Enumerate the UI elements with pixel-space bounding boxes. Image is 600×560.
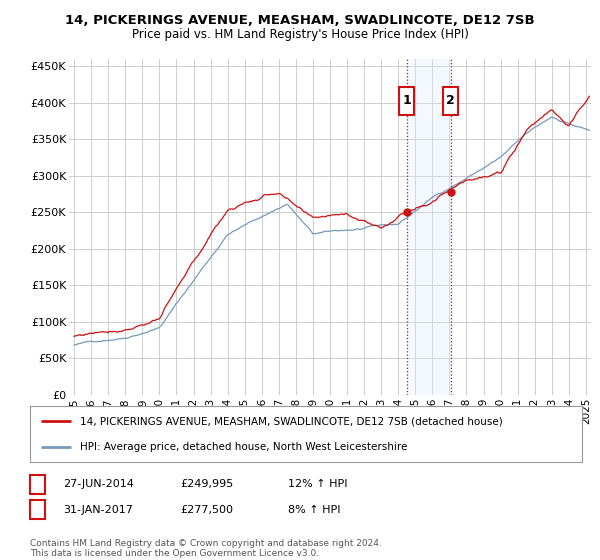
Text: Price paid vs. HM Land Registry's House Price Index (HPI): Price paid vs. HM Land Registry's House …: [131, 28, 469, 41]
Text: HPI: Average price, detached house, North West Leicestershire: HPI: Average price, detached house, Nort…: [80, 442, 407, 452]
FancyBboxPatch shape: [400, 87, 414, 115]
Text: Contains HM Land Registry data © Crown copyright and database right 2024.
This d: Contains HM Land Registry data © Crown c…: [30, 539, 382, 558]
Text: 2: 2: [34, 505, 41, 515]
Text: 14, PICKERINGS AVENUE, MEASHAM, SWADLINCOTE, DE12 7SB (detached house): 14, PICKERINGS AVENUE, MEASHAM, SWADLINC…: [80, 416, 502, 426]
Text: 31-JAN-2017: 31-JAN-2017: [63, 505, 133, 515]
Text: 27-JUN-2014: 27-JUN-2014: [63, 479, 134, 489]
Text: 2: 2: [446, 94, 455, 108]
Text: £277,500: £277,500: [180, 505, 233, 515]
Text: 1: 1: [403, 94, 411, 108]
Text: 1: 1: [34, 479, 41, 489]
Text: £249,995: £249,995: [180, 479, 233, 489]
Text: 12% ↑ HPI: 12% ↑ HPI: [288, 479, 347, 489]
FancyBboxPatch shape: [443, 87, 458, 115]
Bar: [407, 59, 451, 395]
Text: 14, PICKERINGS AVENUE, MEASHAM, SWADLINCOTE, DE12 7SB: 14, PICKERINGS AVENUE, MEASHAM, SWADLINC…: [65, 14, 535, 27]
Text: 8% ↑ HPI: 8% ↑ HPI: [288, 505, 341, 515]
